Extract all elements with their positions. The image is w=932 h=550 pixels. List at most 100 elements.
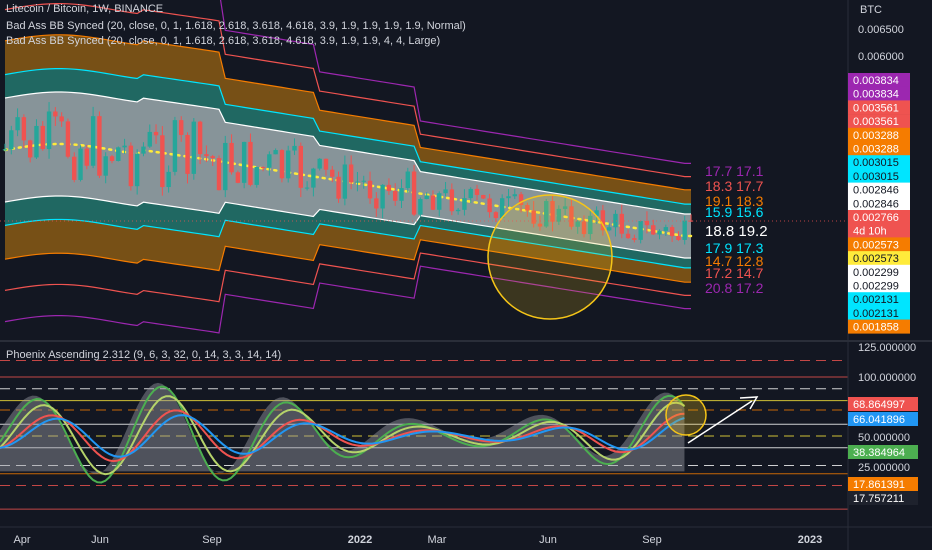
osc-badge-label: 17.861391 — [853, 479, 905, 491]
price-badge — [848, 319, 910, 334]
candle-body — [27, 140, 33, 158]
indicator-1-legend[interactable]: Bad Ass BB Synced (20, close, 0, 1, 1.61… — [6, 20, 466, 32]
candle-body — [166, 171, 171, 188]
candle-body — [323, 158, 329, 170]
indicator-2-legend[interactable]: Bad Ass BB Synced (20, close, 0, 1, 1.61… — [6, 35, 441, 47]
price-badge-label: 0.003834 — [853, 75, 899, 87]
price-axis[interactable]: 0.0065000.0060000.0038340.0038340.003561… — [847, 0, 910, 550]
price-badge-label: 0.003561 — [853, 116, 899, 128]
price-badge — [848, 292, 910, 307]
candle-body — [72, 156, 77, 180]
osc-badge — [848, 445, 918, 459]
candle-body — [116, 147, 121, 161]
osc-tick-label: 125.000000 — [858, 342, 916, 354]
candle-body — [638, 221, 643, 240]
symbol-title[interactable]: Litecoin / Bitcoin, 1W, BINANCE — [6, 3, 164, 15]
candle-body — [588, 215, 593, 235]
candle-body — [651, 225, 656, 235]
candle-body — [462, 198, 467, 210]
candle-body — [317, 158, 322, 169]
candle-body — [128, 145, 134, 187]
candle-body — [644, 221, 650, 226]
candle-body — [374, 198, 379, 209]
candle-body — [21, 117, 27, 141]
candle-body — [544, 201, 549, 227]
candle-body — [223, 142, 228, 191]
candle-body — [53, 111, 58, 117]
candle-body — [531, 210, 536, 224]
candle-body — [361, 180, 366, 182]
candle-body — [556, 208, 562, 222]
candle-body — [613, 213, 618, 228]
candle-body — [405, 171, 410, 189]
price-badge — [848, 251, 910, 266]
candle-body — [40, 125, 45, 150]
band-label-4: 18.8 19.2 — [705, 223, 768, 240]
candle-body — [330, 169, 335, 177]
trend-arrow — [687, 400, 753, 444]
candle-body — [286, 150, 291, 179]
osc-tick-label: 50.000000 — [858, 432, 910, 444]
candle-body — [657, 230, 662, 235]
candle-body — [367, 180, 373, 199]
osc-badge — [848, 397, 918, 411]
oscillator-axis[interactable]: 125.000000100.00000050.00000025.0000000.… — [848, 342, 918, 505]
price-badge-label: 0.002573 — [853, 253, 899, 265]
candle-body — [210, 156, 215, 159]
time-tick-label: Mar — [428, 534, 447, 546]
oscillator-pane[interactable] — [0, 359, 848, 510]
time-axis[interactable]: Apr Jun Sep 2022 Mar Jun Sep 2023 — [0, 526, 932, 546]
band-line-7 — [4, 68, 692, 205]
osc-badge — [848, 477, 918, 491]
time-tick-label: Jun — [539, 534, 557, 546]
price-badge — [848, 264, 910, 279]
candle-body — [443, 189, 448, 194]
candle-body — [512, 194, 517, 197]
band-line-1 — [219, 0, 692, 164]
price-badge — [848, 86, 910, 101]
candle-body — [399, 188, 404, 201]
candle-body — [160, 135, 165, 188]
price-badge-label: 0.001858 — [853, 322, 899, 334]
candle-body — [185, 134, 190, 174]
candle-body — [569, 206, 574, 227]
candle-body — [216, 158, 222, 191]
price-badge-label: 0.003288 — [853, 130, 899, 142]
price-badge — [848, 182, 910, 197]
candle-body — [84, 148, 90, 166]
osc-highlight-circle — [665, 394, 707, 436]
candle-body — [304, 187, 310, 189]
price-pane[interactable]: 17.7 17.118.3 17.719.1 18.315.9 15.6 18.8… — [0, 0, 932, 342]
candle-body — [474, 188, 480, 196]
candle-body — [65, 121, 71, 157]
price-badge-label: 0.003288 — [853, 144, 899, 156]
price-tick-label: 0.006000 — [858, 51, 904, 63]
band-label-0: 17.7 17.1 — [705, 163, 764, 179]
currency-label: BTC — [860, 4, 882, 16]
band-line-4 — [4, 239, 692, 283]
price-badge-label: 4d 10h — [853, 226, 887, 238]
osc-tick-label: 100.000000 — [858, 372, 916, 384]
band-line-2 — [4, 252, 692, 303]
price-badge-label: 0.002573 — [853, 239, 899, 251]
candle-body — [15, 117, 20, 131]
band-line-5 — [4, 34, 692, 191]
candle-body — [669, 227, 675, 237]
candle-body — [682, 220, 687, 240]
candle-body — [386, 184, 392, 192]
time-tick-label: Sep — [642, 534, 662, 546]
candle-body — [254, 167, 259, 185]
candle-body — [506, 196, 511, 199]
candle-body — [292, 145, 297, 151]
candle-body — [424, 195, 429, 200]
time-tick-label: Apr — [13, 534, 30, 546]
band-label-1: 18.3 17.7 — [705, 178, 764, 194]
candle-body — [487, 198, 492, 213]
candle-body — [103, 156, 108, 176]
candle-body — [342, 164, 348, 199]
candle-body — [279, 150, 285, 179]
oscillator-legend[interactable]: Phoenix Ascending 2.312 (9, 6, 3, 32, 0,… — [6, 349, 282, 361]
price-badge — [848, 223, 910, 238]
candle-body — [455, 209, 461, 212]
